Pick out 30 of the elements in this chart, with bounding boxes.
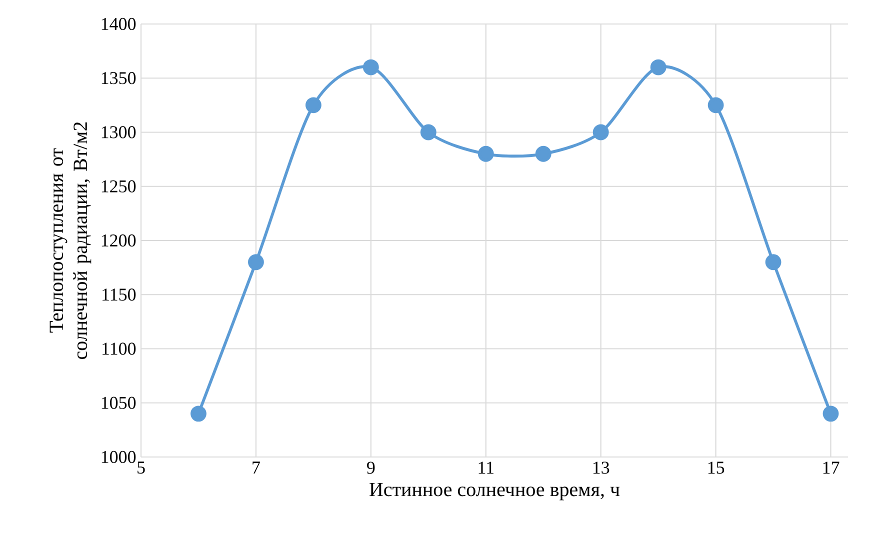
point [765,254,782,270]
point [362,59,379,76]
x-tick-label: 15 [708,462,724,474]
y-tick-label: 1150 [102,288,136,301]
point [248,254,264,270]
point [592,124,609,140]
y-tick-label: 1000 [102,450,136,464]
y-tick-label: 1350 [102,72,136,84]
x-tick-label: 13 [593,462,610,474]
point [305,97,322,114]
x-tick-label: 17 [823,462,840,474]
x-tick-label: 11 [478,462,494,474]
y-tick-label: 1050 [102,396,136,409]
y-axis-title: Теплопоступления от солнечной радиации, Вт/м2 [50,122,92,359]
point [822,406,839,422]
x-tick-label: 9 [367,462,375,474]
x-tick-label: 7 [252,462,260,474]
x-axis-title: Истинное солнечное время, ч [370,482,620,500]
point [650,59,666,76]
point [478,146,494,162]
y-tick-label: 1100 [102,342,136,355]
point [420,124,436,140]
x-tick-label: 5 [138,462,145,474]
point [708,97,724,114]
y-tick-label: 1250 [102,180,136,192]
point [190,406,206,422]
y-tick-label: 1400 [102,18,136,30]
y-tick-label: 1300 [102,126,136,138]
y-tick-label: 1200 [102,234,136,247]
point [535,146,552,162]
